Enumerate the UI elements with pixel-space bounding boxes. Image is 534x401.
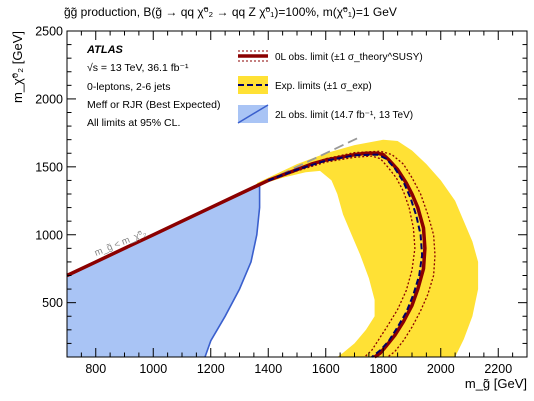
series-2l-region [67,185,260,357]
y-axis-title: m_χ̃⁰₂ [GeV] [10,31,25,103]
exp-sigma-band [256,139,479,357]
x-tick-label: 2000 [427,362,455,376]
series-layer [66,136,436,359]
experiment-label: ATLAS [86,44,124,56]
legend: 0L obs. limit (±1 σ_theory^SUSY) Exp. li… [237,50,423,124]
series-0l-obs-limit [66,151,427,359]
legend-entry-obs: 0L obs. limit (±1 σ_theory^SUSY) [238,50,423,63]
y-tick-label: 500 [42,296,63,310]
x-tick-label: 1600 [312,362,340,376]
legend-entry-exp: Exp. limits (±1 σ_exp) [238,76,372,94]
series-exp-limit [267,153,424,358]
info-line-cl: All limits at 95% CL. [87,117,180,129]
legend-2l-line [237,104,269,124]
y-tick-label: 1000 [35,228,63,242]
y-tick-label: 2000 [35,92,63,106]
legend-obs-label: 0L obs. limit (±1 σ_theory^SUSY) [275,52,423,63]
x-tick-label: 1400 [254,362,282,376]
series-obs-theory-up [66,150,436,358]
info-line-selection: 0-leptons, 2-6 jets [87,81,170,93]
plot-area: 800 1000 1200 1400 1600 1800 2000 2200 500 1000 15… [35,25,528,376]
x-tick-label: 1000 [139,362,167,376]
x-tick-label: 1200 [197,362,225,376]
y-tick-label: 1500 [35,160,63,174]
legend-exp-label: Exp. limits (±1 σ_exp) [275,81,372,92]
x-axis-title: m_g̃ [GeV] [465,376,527,391]
ticks-layer: 800 1000 1200 1400 1600 1800 2000 2200 500 1000 15… [35,25,528,376]
chart-title: g̃g̃ production, B(g̃ → qq χ̃⁰₂ → qq Z χ… [64,5,397,19]
info-block: ATLAS √s = 13 TeV, 36.1 fb⁻¹ 0-leptons, … [86,44,220,129]
info-line-method: Meff or RJR (Best Expected) [87,99,220,111]
info-line-energy: √s = 13 TeV, 36.1 fb⁻¹ [87,62,189,74]
x-tick-label: 1800 [369,362,397,376]
y-tick-label: 2500 [35,25,63,39]
legend-2l-label: 2L obs. limit (14.7 fb⁻¹, 13 TeV) [275,110,413,121]
legend-entry-2l: 2L obs. limit (14.7 fb⁻¹, 13 TeV) [237,104,413,124]
x-tick-label: 2200 [484,362,512,376]
bands-layer [67,139,479,357]
x-tick-label: 800 [85,362,106,376]
